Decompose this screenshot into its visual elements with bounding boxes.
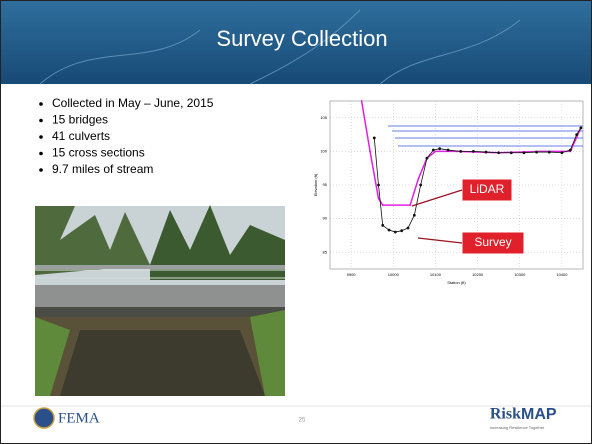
data-point (393, 230, 397, 234)
data-point (509, 151, 513, 155)
data-point (459, 150, 463, 153)
data-point (579, 126, 583, 130)
bullet-dot (39, 168, 43, 172)
x-tick-label: 10400 (556, 272, 568, 277)
x-axis-label: Station (ft) (447, 280, 466, 285)
fema-seal (33, 407, 55, 429)
bullet-text: 9.7 miles of stream (52, 162, 153, 176)
data-point (568, 148, 572, 152)
data-point (425, 156, 429, 160)
y-tick-label: 100 (320, 148, 327, 153)
data-point (377, 197, 380, 200)
data-point (372, 136, 376, 140)
data-point (434, 150, 437, 153)
bullet-text: 15 bridges (52, 113, 108, 127)
contour-lines (39, 9, 521, 85)
data-point (417, 177, 420, 180)
data-point (497, 151, 501, 155)
data-point (419, 183, 423, 187)
data-point (400, 229, 404, 233)
page-number: 25 (299, 418, 306, 424)
chart: 85 90 95 100 105 9900 10000 10100 10200 10300 1040… (313, 100, 584, 285)
bullet-text: Collected in May – June, 2015 (52, 96, 214, 110)
bullet-text: 15 cross sections (52, 146, 145, 160)
data-point (522, 151, 526, 155)
fema-text: FEMA (58, 410, 100, 426)
arrow (417, 237, 463, 244)
brand-risk: Risk (490, 406, 521, 423)
brand-map: MAP (521, 406, 557, 423)
y-axis-label: Elevation (ft) (313, 173, 318, 196)
data-point (484, 150, 488, 154)
y-tick-label: 90 (323, 216, 328, 221)
data-point (560, 151, 564, 155)
x-tick-label: 10000 (388, 272, 400, 277)
data-point (409, 204, 412, 207)
data-point (575, 133, 579, 137)
data-point (360, 100, 363, 102)
tagline: Increasing Resilience Together (490, 425, 545, 430)
bullet-dot (39, 118, 43, 123)
arrow (411, 189, 463, 207)
data-point (535, 150, 539, 154)
water-surface-lines (388, 125, 583, 147)
bullet-dot (39, 135, 43, 139)
slide-title: Survey Collection (216, 26, 387, 51)
data-point (547, 150, 551, 154)
data-point (431, 148, 435, 152)
data-point (412, 213, 416, 217)
survey-label: Survey (474, 235, 511, 249)
bullet-text: 41 culverts (52, 129, 110, 143)
data-point (369, 150, 371, 153)
x-tick-label: 10300 (514, 272, 526, 277)
bullet-list: Collected in May – June, 2015 15 bridges 4… (39, 96, 214, 176)
data-point (377, 183, 380, 187)
lidar-label: LiDAR (470, 182, 505, 196)
x-tick-label: 10100 (430, 272, 442, 277)
data-point (471, 150, 475, 153)
data-point (387, 228, 391, 232)
data-point (381, 223, 385, 227)
bullet-dot (39, 151, 43, 156)
data-point (406, 226, 410, 230)
data-point (438, 147, 442, 151)
x-tick-label: 10200 (472, 272, 484, 277)
y-tick-label: 85 (323, 249, 328, 254)
y-tick-label: 95 (323, 182, 328, 187)
y-tick-label: 105 (320, 115, 327, 120)
bullet-dot (39, 102, 43, 106)
header-band (0, 0, 592, 84)
data-point (381, 204, 384, 207)
photo (35, 205, 285, 396)
x-tick-label: 9900 (347, 272, 357, 277)
data-point (446, 148, 450, 152)
